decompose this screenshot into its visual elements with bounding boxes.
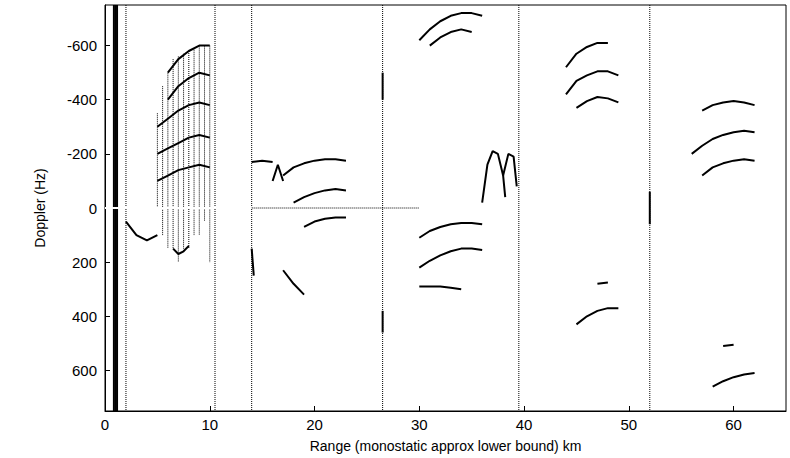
svg-text:400: 400 [72,308,97,325]
svg-text:50: 50 [621,416,638,433]
svg-text:-200: -200 [67,145,97,162]
svg-text:20: 20 [306,416,323,433]
svg-text:-400: -400 [67,91,97,108]
svg-text:60: 60 [725,416,742,433]
svg-text:10: 10 [201,416,218,433]
svg-text:-600: -600 [67,37,97,54]
svg-text:30: 30 [411,416,428,433]
svg-text:600: 600 [72,362,97,379]
svg-text:Doppler (Hz): Doppler (Hz) [32,168,48,247]
svg-text:0: 0 [101,416,109,433]
svg-text:40: 40 [516,416,533,433]
svg-text:Range (monostatic approx lower: Range (monostatic approx lower bound) km [310,438,582,454]
svg-text:0: 0 [89,200,97,217]
svg-text:200: 200 [72,254,97,271]
